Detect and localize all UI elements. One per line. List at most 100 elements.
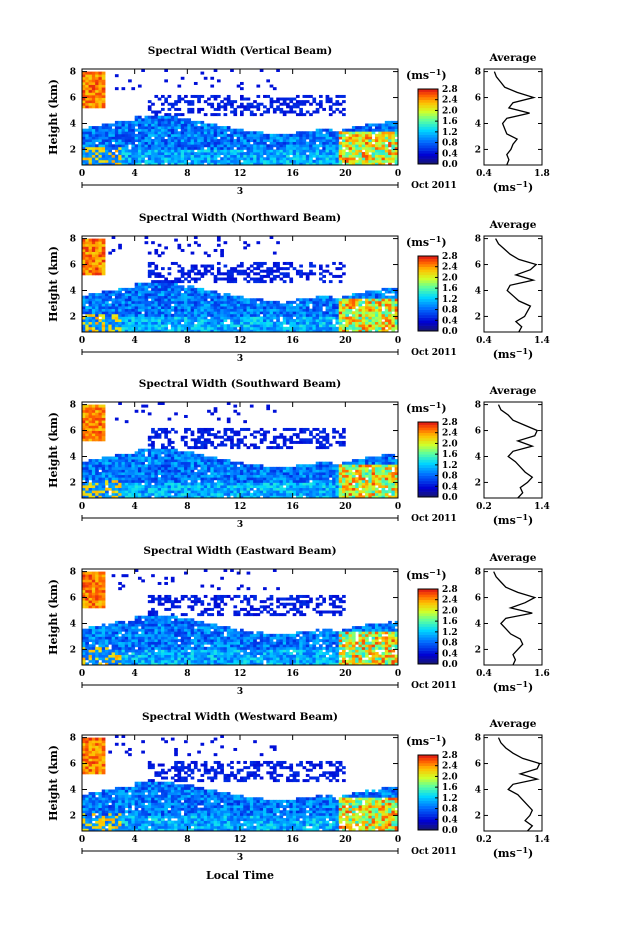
heatmap-cell (240, 110, 244, 114)
heatmap-cell (95, 404, 99, 408)
heatmap-cell (174, 464, 178, 468)
heatmap-cell (279, 474, 284, 478)
heatmap-cells (82, 402, 399, 499)
heatmap-cell (381, 144, 386, 148)
heatmap-cell (190, 319, 195, 323)
heatmap-cell (203, 464, 208, 468)
heatmap-cell (85, 469, 89, 473)
heatmap-cell (187, 152, 192, 156)
colorbar-tick-label: 0.4 (442, 316, 458, 326)
heatmap-cell (164, 131, 168, 135)
heatmap-cell (315, 324, 320, 328)
heatmap-cell (309, 313, 313, 317)
heatmap-cell (243, 492, 247, 496)
heatmap-cell (276, 141, 280, 145)
heatmap-cell (282, 329, 287, 333)
heatmap-cell (197, 293, 201, 297)
heatmap-cell (216, 154, 221, 158)
heatmap-cell (174, 287, 178, 291)
heatmap-cell (157, 123, 162, 127)
heatmap-cell (118, 162, 122, 166)
heatmap-cell (207, 144, 211, 148)
heatmap-cell (108, 461, 113, 465)
heatmap-cell (180, 311, 185, 315)
heatmap-cell (184, 133, 188, 137)
heatmap-cell (249, 277, 254, 281)
heatmap-cell (95, 159, 99, 163)
heatmap-cell (151, 159, 155, 163)
heatmap-cell (101, 479, 106, 483)
heatmap-cell (147, 269, 152, 273)
heatmap-cell (200, 440, 205, 444)
heatmap-cell (197, 136, 201, 140)
heatmap-cell (207, 461, 211, 465)
heatmap-cell (101, 261, 106, 265)
heatmap-cell (282, 154, 287, 158)
heatmap-cell (95, 435, 99, 439)
heatmap-cell (220, 157, 224, 161)
heatmap-cell (233, 298, 238, 302)
heatmap-cell (141, 477, 145, 481)
heatmap-cell (200, 487, 205, 491)
heatmap-cell (253, 446, 257, 450)
heatmap-cell (105, 162, 109, 166)
heatmap-cell (88, 248, 93, 252)
heatmap-cell (328, 300, 333, 304)
heatmap-cell (151, 316, 155, 320)
heatmap-cell (101, 141, 106, 145)
heatmap-cell (98, 97, 103, 101)
heatmap-cell (154, 136, 159, 140)
heatmap-cell (91, 420, 96, 424)
heatmap-cell (384, 321, 389, 325)
heatmap-cell (85, 246, 89, 250)
heatmap-cell (213, 446, 218, 450)
heatmap-cell (299, 162, 303, 166)
heatmap-cell (91, 404, 96, 408)
heatmap-cell (200, 435, 205, 439)
heatmap-cell (236, 162, 241, 166)
heatmap-cell (355, 141, 359, 145)
heatmap-cell (256, 306, 261, 310)
heatmap-cell (256, 159, 261, 163)
heatmap-cell (98, 157, 103, 161)
heatmap-cell (243, 303, 247, 307)
heatmap-cell (174, 115, 178, 119)
heatmap-cell (111, 162, 116, 166)
heatmap-cell (309, 139, 313, 143)
heatmap-cell (197, 159, 201, 163)
heatmap-cell (111, 319, 116, 323)
heatmap-cell (180, 146, 185, 150)
heatmap-cell (197, 495, 201, 499)
heatmap-cell (144, 133, 149, 137)
heatmap-cell (131, 287, 136, 291)
day-label: 3 (237, 354, 243, 364)
heatmap-cell (95, 482, 99, 486)
heatmap-cell (88, 485, 93, 489)
heatmap-cell (167, 144, 172, 148)
heatmap-cell (91, 466, 96, 470)
heatmap-cell (236, 295, 241, 299)
heatmap-cell (167, 495, 172, 499)
heatmap-cell (184, 427, 188, 431)
day-label: 3 (237, 187, 243, 197)
heatmap-cell (394, 319, 399, 323)
heatmap-cell (197, 311, 201, 315)
heatmap-cell (174, 469, 178, 473)
heatmap-cell (121, 469, 126, 473)
heatmap-cell (141, 492, 145, 496)
heatmap-cell (101, 146, 106, 150)
heatmap-cell (391, 308, 396, 312)
heatmap-cell (305, 94, 310, 98)
heatmap-cell (82, 139, 86, 143)
heatmap-cell (309, 159, 313, 163)
heatmap-cell (190, 308, 195, 312)
x-tick-label: 16 (286, 336, 299, 346)
heatmap-cell (197, 157, 201, 161)
heatmap-cell (167, 321, 172, 325)
heatmap-cell (325, 316, 330, 320)
heatmap-cell (342, 149, 346, 153)
heatmap-cell (98, 159, 103, 163)
heatmap-cell (200, 146, 205, 150)
heatmap-cell (216, 417, 221, 421)
heatmap-cell (187, 293, 192, 297)
